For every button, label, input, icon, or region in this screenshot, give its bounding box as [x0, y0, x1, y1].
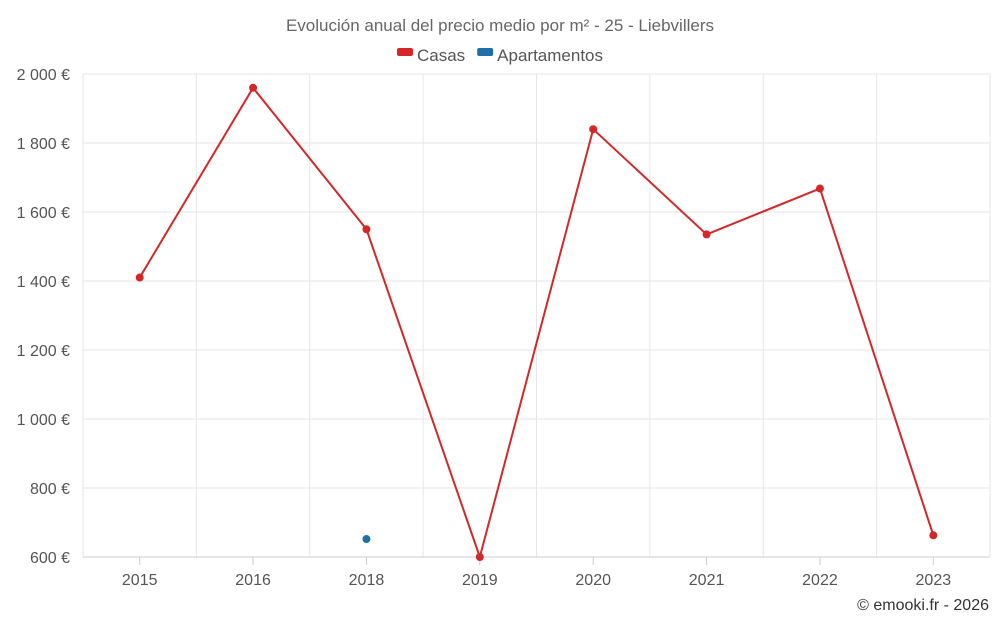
- credit-text: © emooki.fr - 2026: [857, 597, 989, 614]
- y-tick-label: 1 000 €: [17, 412, 70, 429]
- y-tick-label: 1 800 €: [17, 136, 70, 153]
- y-axis: 600 € 800 € 1 000 € 1 200 € 1 400 € 1 600 € 1 …: [17, 67, 70, 567]
- legend: Casas Apartamentos: [396, 46, 603, 65]
- data-point-casas[interactable]: [589, 125, 598, 134]
- x-tick-label: 2020: [575, 572, 611, 589]
- series-line-casas: [138, 86, 935, 558]
- data-point-casas[interactable]: [135, 273, 144, 282]
- legend-symbol: [396, 48, 413, 56]
- data-point-casas[interactable]: [475, 553, 484, 561]
- x-tick-label: 2021: [689, 572, 725, 589]
- series-layer: [135, 83, 938, 561]
- y-tick-label: 2 000 €: [17, 67, 70, 84]
- y-tick-label: 600 €: [30, 550, 70, 567]
- legend-item-casas[interactable]: Casas: [396, 46, 465, 65]
- x-tick-label: 2015: [122, 572, 158, 589]
- data-point-casas[interactable]: [249, 83, 258, 92]
- x-tick-label: 2016: [235, 572, 271, 589]
- x-axis: 2015 2016 2018 2019 2020 2021 2022 2023: [83, 556, 990, 589]
- legend-label: Casas: [417, 46, 465, 65]
- data-point-casas[interactable]: [702, 230, 711, 239]
- y-tick-label: 800 €: [30, 481, 70, 498]
- y-tick-label: 1 200 €: [17, 343, 70, 360]
- x-tick-label: 2019: [462, 572, 498, 589]
- legend-symbol: [477, 48, 494, 56]
- x-tick-label: 2022: [802, 572, 838, 589]
- grid: [82, 73, 991, 558]
- x-tick-label: 2023: [916, 572, 952, 589]
- x-tick-label: 2018: [349, 572, 385, 589]
- legend-label: Apartamentos: [497, 46, 603, 65]
- y-tick-label: 1 600 €: [17, 205, 70, 222]
- data-point-apartamentos[interactable]: [362, 535, 371, 544]
- data-point-casas[interactable]: [815, 184, 824, 193]
- chart-title: Evolución anual del precio medio por m² …: [286, 16, 714, 35]
- legend-item-apartamentos[interactable]: Apartamentos: [477, 46, 603, 65]
- y-tick-label: 1 400 €: [17, 274, 70, 291]
- data-point-casas[interactable]: [362, 225, 371, 234]
- data-point-casas[interactable]: [929, 531, 938, 540]
